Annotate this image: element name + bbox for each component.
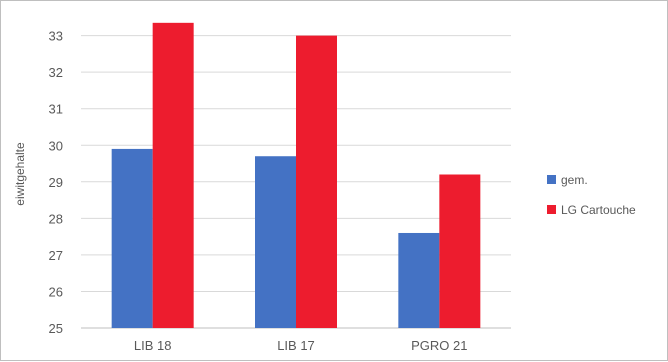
- legend: gem. LG Cartouche: [547, 173, 636, 217]
- y-tick-label: 28: [49, 211, 63, 226]
- x-category-labels: LIB 18 LIB 17 PGRO 21: [134, 338, 468, 353]
- y-tick-label: 26: [49, 284, 63, 299]
- bars: [111, 22, 481, 328]
- y-tick-label: 30: [49, 138, 63, 153]
- legend-label: LG Cartouche: [561, 203, 636, 217]
- y-tick-label: 25: [49, 321, 63, 336]
- bar-lg-cartouche-3: [439, 174, 481, 328]
- y-tick-labels: 25 26 27 28 29 30 31 32 33: [49, 29, 63, 336]
- legend-label: gem.: [561, 173, 588, 187]
- x-category-label: LIB 18: [134, 338, 172, 353]
- bar-lg-cartouche-2: [296, 35, 337, 328]
- x-category-label: PGRO 21: [411, 338, 467, 353]
- y-tick-label: 29: [49, 175, 63, 190]
- bar-gem--1: [111, 148, 153, 328]
- y-tick-label: 33: [49, 29, 63, 44]
- y-tick-label: 31: [49, 102, 63, 117]
- legend-swatch: [547, 205, 556, 214]
- legend-swatch: [547, 175, 556, 184]
- y-tick-label: 27: [49, 248, 63, 263]
- bar-lg-cartouche-1: [152, 22, 194, 328]
- y-tick-label: 32: [49, 65, 63, 80]
- bar-gem--3: [398, 232, 440, 328]
- bar-gem--2: [255, 156, 296, 328]
- x-category-label: LIB 17: [277, 338, 315, 353]
- y-axis-label: eiwitgehalte: [13, 142, 27, 206]
